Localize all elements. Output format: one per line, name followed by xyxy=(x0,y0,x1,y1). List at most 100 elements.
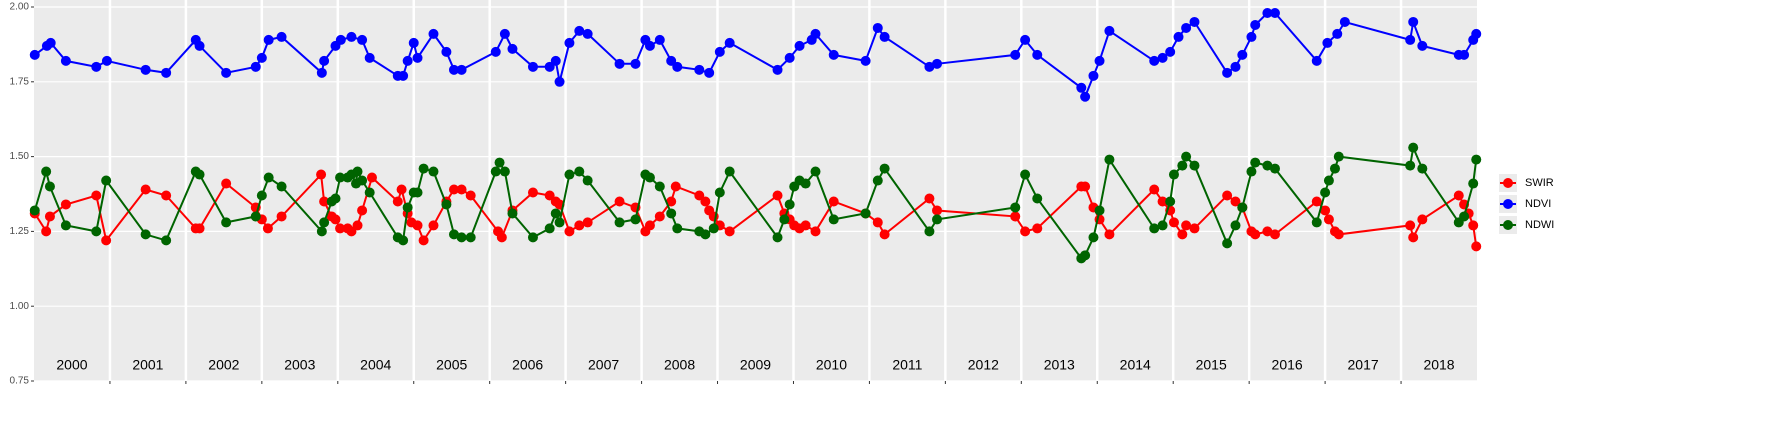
data-point xyxy=(1311,196,1322,207)
data-point xyxy=(412,220,423,231)
data-point xyxy=(860,55,871,66)
data-point xyxy=(428,220,439,231)
data-point xyxy=(714,187,725,198)
data-point xyxy=(41,226,52,237)
data-point xyxy=(574,220,585,231)
data-point xyxy=(276,181,287,192)
data-point xyxy=(41,166,52,177)
data-point xyxy=(1333,151,1344,162)
legend-label: NDWI xyxy=(1525,219,1554,231)
data-point xyxy=(1405,160,1416,171)
data-point xyxy=(101,235,112,246)
data-point xyxy=(448,229,459,240)
data-point xyxy=(319,217,330,228)
year-label: 2014 xyxy=(1120,357,1151,373)
data-point xyxy=(564,226,575,237)
data-point xyxy=(1468,220,1479,231)
data-point xyxy=(932,58,943,69)
data-point xyxy=(418,235,429,246)
data-point xyxy=(507,43,518,54)
year-label: 2006 xyxy=(512,357,543,373)
year-label: 2015 xyxy=(1196,357,1227,373)
data-point xyxy=(1237,49,1248,60)
data-point xyxy=(263,172,274,183)
data-point xyxy=(352,220,363,231)
year-label: 2005 xyxy=(436,357,467,373)
data-point xyxy=(614,58,625,69)
data-point xyxy=(614,217,625,228)
data-point xyxy=(316,226,327,237)
data-point xyxy=(564,37,575,48)
year-label: 2003 xyxy=(284,357,315,373)
data-point xyxy=(1329,163,1340,174)
legend-point xyxy=(1503,178,1513,188)
data-point xyxy=(357,175,368,186)
data-point xyxy=(456,184,467,195)
data-point xyxy=(1165,196,1176,207)
data-point xyxy=(1076,82,1087,93)
data-point xyxy=(1010,49,1021,60)
data-point xyxy=(614,196,625,207)
data-point xyxy=(1032,49,1043,60)
data-point xyxy=(1468,178,1479,189)
data-point xyxy=(1262,226,1273,237)
legend-point xyxy=(1503,199,1513,209)
data-point xyxy=(654,211,665,222)
data-point xyxy=(364,187,375,198)
data-point xyxy=(250,211,261,222)
data-point xyxy=(582,28,593,39)
data-point xyxy=(1222,238,1233,249)
data-point xyxy=(810,166,821,177)
data-point xyxy=(396,184,407,195)
data-point xyxy=(1417,40,1428,51)
data-point xyxy=(772,232,783,243)
data-point xyxy=(250,61,261,72)
y-tick-label: 1.25 xyxy=(10,226,30,237)
data-point xyxy=(194,40,205,51)
data-point xyxy=(1453,190,1464,201)
data-point xyxy=(412,187,423,198)
data-point xyxy=(582,175,593,186)
data-point xyxy=(1010,202,1021,213)
data-point xyxy=(357,205,368,216)
data-point xyxy=(794,40,805,51)
data-point xyxy=(932,214,943,225)
data-point xyxy=(1311,55,1322,66)
data-point xyxy=(1246,166,1257,177)
data-point xyxy=(1149,55,1160,66)
data-point xyxy=(1168,217,1179,228)
data-point xyxy=(527,61,538,72)
data-point xyxy=(319,196,330,207)
data-point xyxy=(714,46,725,57)
data-point xyxy=(1339,16,1350,27)
data-point xyxy=(1168,169,1179,180)
data-point xyxy=(672,61,683,72)
data-point xyxy=(879,229,890,240)
data-point xyxy=(499,166,510,177)
data-point xyxy=(1149,223,1160,234)
data-point xyxy=(924,226,935,237)
data-point xyxy=(494,157,505,168)
data-point xyxy=(1269,7,1280,18)
data-point xyxy=(644,220,655,231)
data-point xyxy=(879,31,890,42)
data-point xyxy=(1405,34,1416,45)
data-point xyxy=(1311,217,1322,228)
data-point xyxy=(256,190,267,201)
data-point xyxy=(398,235,409,246)
year-label: 2012 xyxy=(968,357,999,373)
data-point xyxy=(1417,163,1428,174)
data-point xyxy=(161,190,172,201)
data-point xyxy=(101,175,112,186)
year-label: 2000 xyxy=(56,357,87,373)
year-label: 2004 xyxy=(360,357,391,373)
data-point xyxy=(1157,220,1168,231)
data-point xyxy=(1323,175,1334,186)
data-point xyxy=(924,61,935,72)
data-point xyxy=(1080,250,1091,261)
data-point xyxy=(428,28,439,39)
data-point xyxy=(499,28,510,39)
data-point xyxy=(724,166,735,177)
data-point xyxy=(276,211,287,222)
